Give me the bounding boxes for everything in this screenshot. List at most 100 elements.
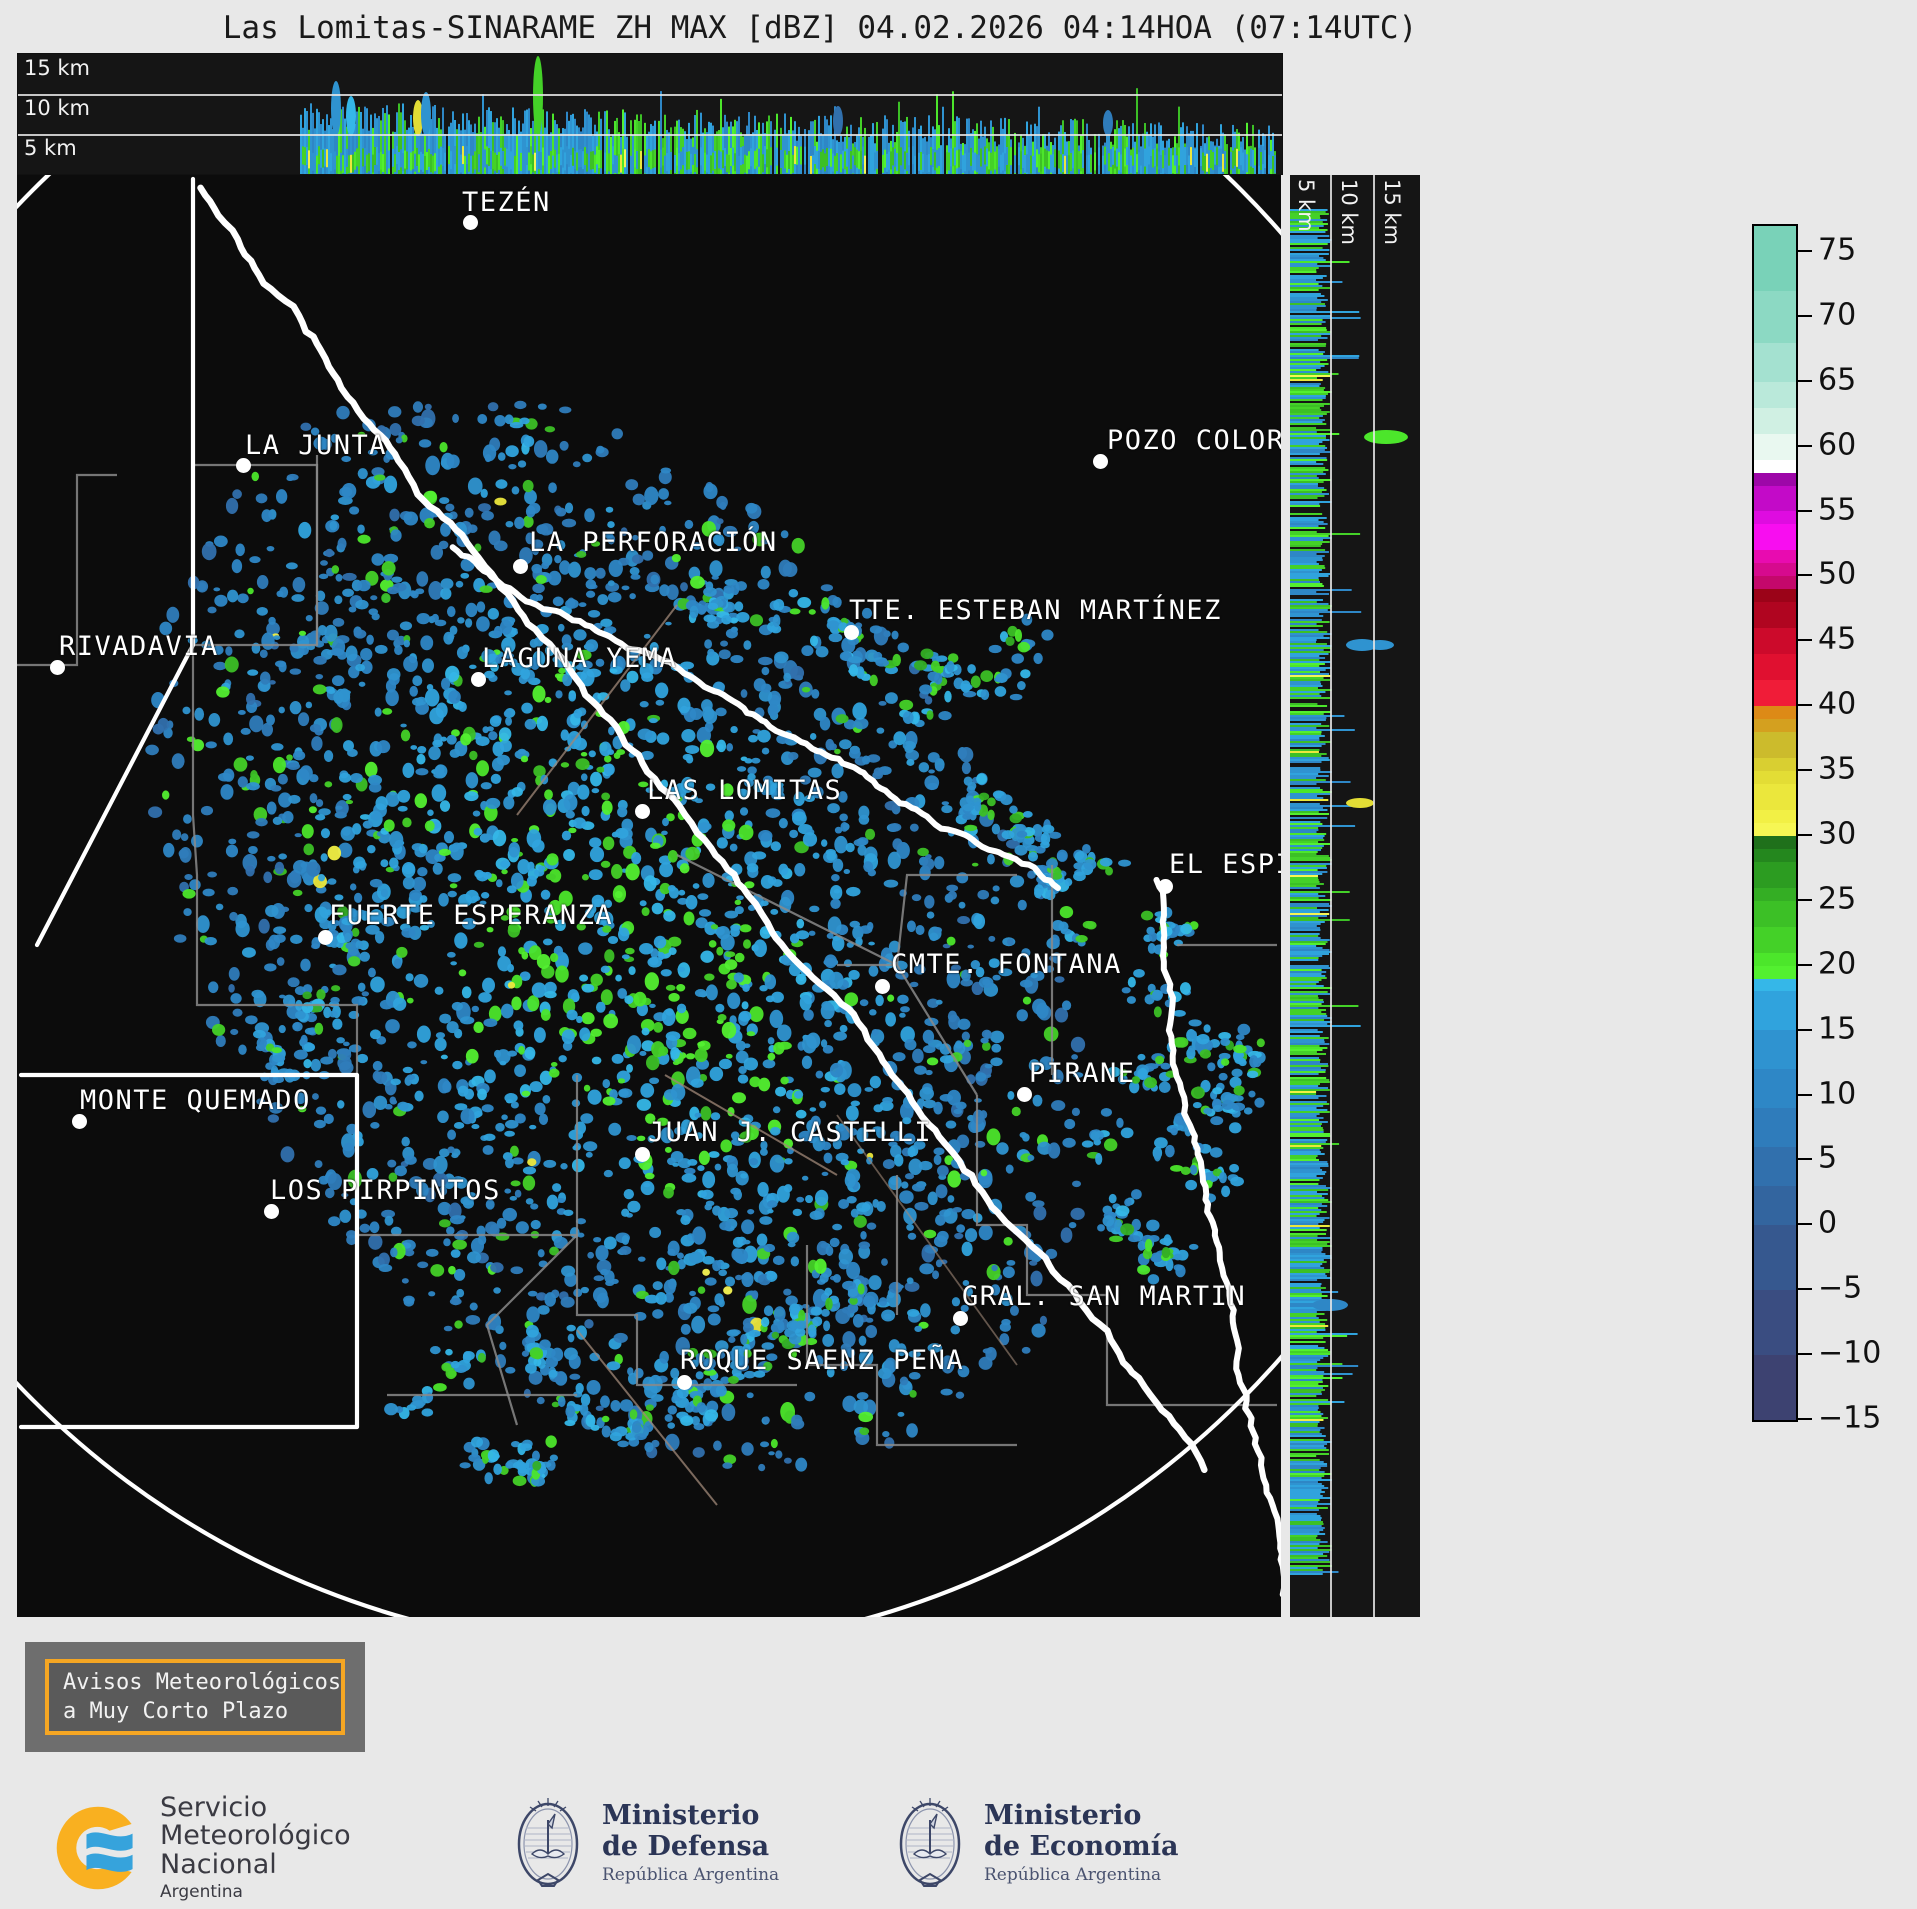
colorbar-tick (1798, 1158, 1812, 1161)
city-marker-dot (953, 1311, 968, 1326)
colorbar-tick-label: −5 (1818, 1270, 1863, 1306)
xsec-top-label-5km: 5 km (24, 136, 77, 160)
colorbar-segment (1754, 628, 1796, 655)
colorbar-segment (1754, 485, 1796, 512)
colorbar-segment (1754, 290, 1796, 343)
city-marker-dot (875, 979, 890, 994)
colorbar-tick (1798, 639, 1812, 642)
colorbar-tick-label: −10 (1818, 1335, 1882, 1371)
city-marker-dot (463, 215, 478, 230)
xsec-top-columns (300, 56, 1276, 174)
colorbar-segment (1754, 1030, 1796, 1070)
colorbar-segment (1754, 1069, 1796, 1109)
page-title: Las Lomitas-SINARAME ZH MAX [dBZ] 04.02.… (222, 10, 1418, 46)
defensa-subtitle: República Argentina (602, 1864, 780, 1885)
colorbar-segment (1754, 472, 1796, 486)
colorbar-segment (1754, 1354, 1796, 1420)
colorbar-tick-label: −15 (1818, 1400, 1882, 1436)
avisos-warning-box[interactable]: Avisos Meteorológicos a Muy Corto Plazo (25, 1642, 365, 1752)
xsec-right-columns (1290, 209, 1408, 1575)
colorbar-tick (1798, 1288, 1812, 1291)
colorbar-segment (1754, 1108, 1796, 1148)
ministerio-economia-logo: Ministerio de Economía República Argenti… (890, 1794, 1178, 1892)
colorbar-segment (1754, 822, 1796, 836)
colorbar-segment (1754, 926, 1796, 953)
argentina-coat-of-arms-icon (899, 1798, 961, 1887)
colorbar-tick-label: 65 (1818, 362, 1857, 398)
colorbar-segment (1754, 576, 1796, 590)
city-marker-dot (1158, 879, 1173, 894)
colorbar-segment (1754, 965, 1796, 979)
colorbar-segment (1754, 1147, 1796, 1187)
colorbar-tick-label: 30 (1818, 816, 1857, 852)
defensa-line-2: de Defensa (602, 1830, 770, 1862)
colorbar-segment (1754, 511, 1796, 525)
city-marker-dot (236, 458, 251, 473)
colorbar-tick (1798, 769, 1812, 772)
colorbar-tick (1798, 1028, 1812, 1031)
colorbar-segment (1754, 654, 1796, 681)
city-marker-dot (513, 559, 528, 574)
colorbar-segment (1754, 226, 1796, 291)
xsec-top-label-10km: 10 km (24, 96, 91, 120)
top-cross-section-echo (300, 56, 1276, 174)
colorbar-segment (1754, 342, 1796, 382)
colorbar-tick (1798, 574, 1812, 577)
smn-line-3: Nacional (160, 1848, 277, 1880)
colorbar-segment (1754, 524, 1796, 551)
city-marker-dot (1093, 454, 1108, 469)
colorbar-tick-label: 50 (1818, 556, 1857, 592)
reflectivity-echoes (145, 400, 1266, 1487)
colorbar-segment (1754, 433, 1796, 460)
colorbar-tick (1798, 249, 1812, 252)
city-marker-dot (635, 804, 650, 819)
colorbar-tick (1798, 963, 1812, 966)
colorbar-tick-label: 45 (1818, 621, 1857, 657)
colorbar-segment (1754, 1289, 1796, 1355)
colorbar-tick-label: 70 (1818, 297, 1857, 333)
colorbar-segment (1754, 835, 1796, 849)
xsec-right-label-5km: 5 km (1294, 179, 1318, 232)
city-marker-dot (844, 625, 859, 640)
colorbar-segment (1754, 952, 1796, 966)
colorbar-segment (1754, 381, 1796, 408)
economia-line-2: de Economía (984, 1830, 1179, 1862)
colorbar-tick-label: 40 (1818, 686, 1857, 722)
colorbar-segment (1754, 732, 1796, 758)
rivers-and-borders (18, 176, 1281, 1597)
defensa-line-1: Ministerio (602, 1800, 760, 1832)
colorbar-segment (1754, 861, 1796, 888)
city-marker-dot (72, 1114, 87, 1129)
colorbar (1752, 224, 1798, 1422)
colorbar-tick-label: 20 (1818, 946, 1857, 982)
argentina-coat-of-arms-icon (517, 1798, 579, 1887)
colorbar-tick (1798, 833, 1812, 836)
xsec-top-label-15km: 15 km (24, 56, 91, 80)
colorbar-segment (1754, 783, 1796, 810)
colorbar-segment (1754, 991, 1796, 1031)
economia-line-1: Ministerio (984, 1800, 1142, 1832)
colorbar-tick (1798, 314, 1812, 317)
colorbar-segment (1754, 407, 1796, 434)
colorbar-tick (1798, 1093, 1812, 1096)
colorbar-tick (1798, 444, 1812, 447)
colorbar-tick (1798, 1223, 1812, 1226)
footer-logos: Servicio Meteorológico Nacional Argentin… (0, 1778, 1917, 1909)
colorbar-segment (1754, 770, 1796, 784)
colorbar-segment (1754, 1186, 1796, 1225)
colorbar-tick (1798, 898, 1812, 901)
xsec-right-label-15km: 15 km (1380, 179, 1404, 246)
colorbar-tick-label: 0 (1818, 1205, 1838, 1241)
smn-subtitle: Argentina (160, 1882, 243, 1903)
colorbar-segment (1754, 848, 1796, 862)
colorbar-tick-label: 35 (1818, 751, 1857, 787)
colorbar-segment (1754, 1225, 1796, 1290)
colorbar-tick-label: 60 (1818, 427, 1857, 463)
city-marker-dot (1017, 1087, 1032, 1102)
economia-subtitle: República Argentina (984, 1864, 1162, 1885)
colorbar-tick-label: 25 (1818, 881, 1857, 917)
right-cross-section-echo (1290, 209, 1408, 1575)
avisos-line-1: Avisos Meteorológicos (63, 1669, 342, 1695)
colorbar-segment (1754, 602, 1796, 629)
